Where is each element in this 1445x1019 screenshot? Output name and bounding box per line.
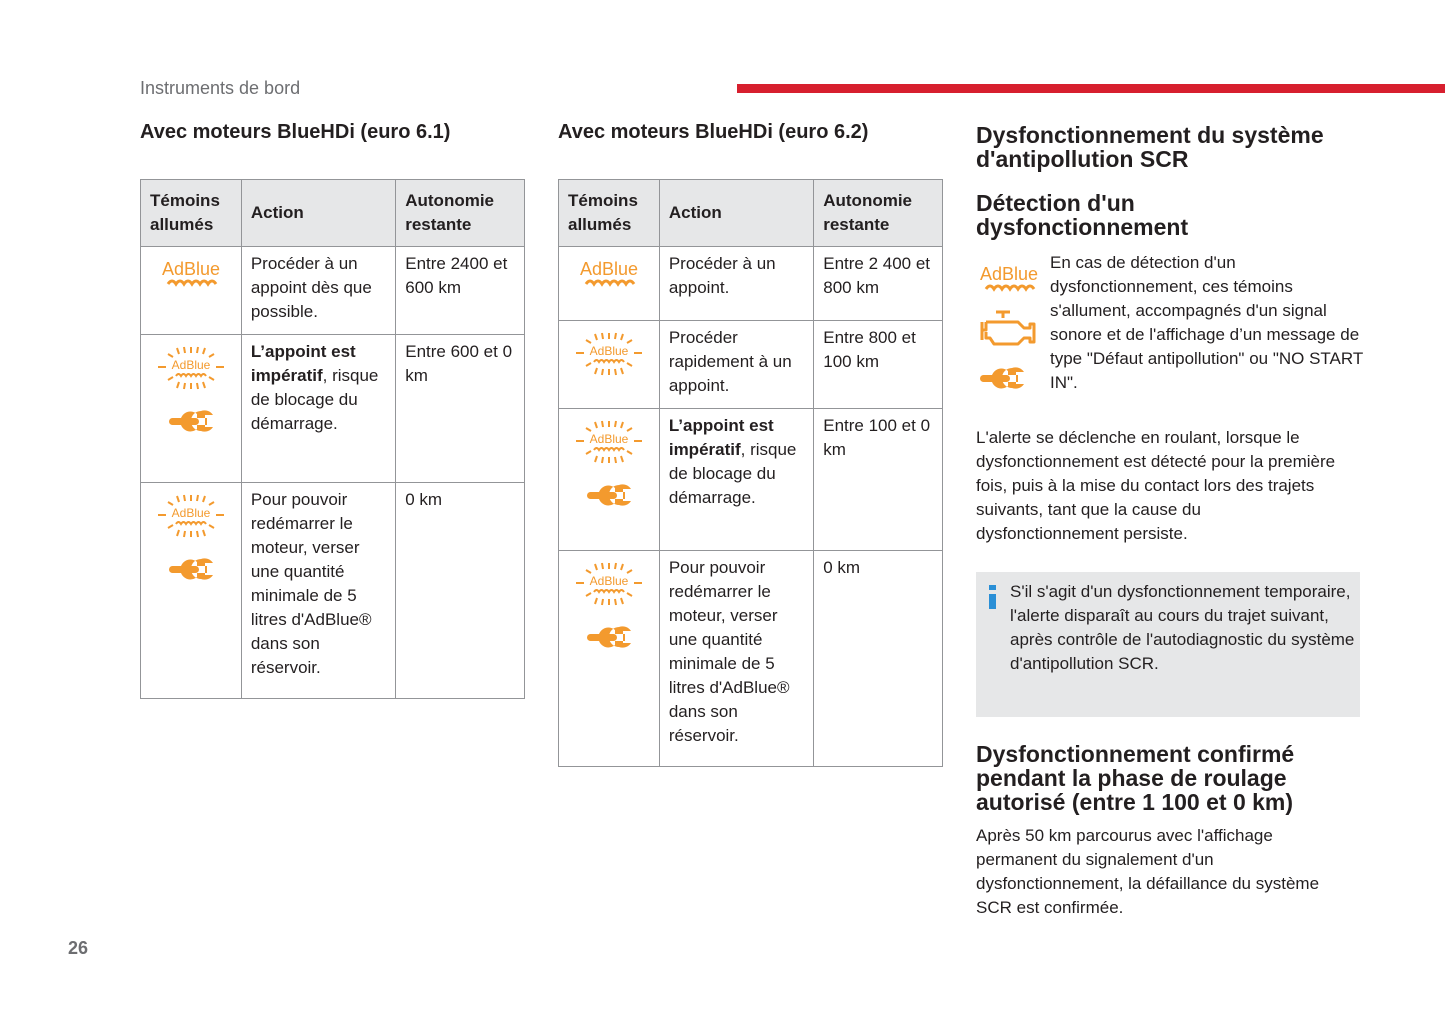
detection-icons: AdBlue <box>978 262 1044 412</box>
range-cell: 0 km <box>395 482 525 699</box>
wrench-icon <box>141 409 241 433</box>
table-row: AdBlue Procéder à un appoint. Entre 2 400 … <box>558 246 943 321</box>
action-text: Pour pouvoir redémarrer le moteur, verse… <box>668 558 790 745</box>
svg-text:AdBlue: AdBlue <box>980 264 1038 284</box>
column-header: Action <box>658 179 815 247</box>
table-row: AdBlue Procéder rapidement à un appoint. E… <box>558 320 943 409</box>
range-cell: Entre 2 400 et 800 km <box>813 246 943 321</box>
page-number: 26 <box>68 938 89 958</box>
action-cell: Procéder rapidement à un appoint. <box>658 320 815 409</box>
action-cell: L’appoint est impératif, risque de bloca… <box>658 408 815 551</box>
table-row: AdBlue Pour pouvoir redémarrer le moteur,… <box>140 482 525 699</box>
confirmed-text: Après 50 km parcourus avec l'affichage p… <box>976 826 1320 917</box>
table1-title: Avec moteurs BlueHDi (euro 6.1) <box>140 121 451 143</box>
table-row: AdBlue Procéder à un appoint dès que poss… <box>140 246 525 335</box>
svg-text:AdBlue: AdBlue <box>590 432 629 446</box>
section-title: Instruments de bord <box>140 78 301 98</box>
warning-lights-cell: AdBlue <box>558 246 660 321</box>
action-cell: L’appoint est impératif, risque de bloca… <box>240 334 397 483</box>
column-header: Témoins allumés <box>140 179 242 247</box>
adblue-flashing-icon: AdBlue <box>559 561 659 607</box>
svg-text:AdBlue: AdBlue <box>590 574 629 588</box>
warning-lights-cell: AdBlue <box>558 550 660 767</box>
range-cell: Entre 100 et 0 km <box>813 408 943 551</box>
warning-lights-cell: AdBlue <box>140 334 242 483</box>
table-euro62: Témoins allumés Action Autonomie restante A… <box>558 179 943 767</box>
wrench-icon <box>141 557 241 581</box>
range-cell: 0 km <box>813 550 943 767</box>
table-header-row: Témoins allumés Action Autonomie restante <box>140 179 525 247</box>
info-text: S'il s'agit d'un dysfonctionnement tempo… <box>1010 582 1355 673</box>
range-cell: Entre 600 et 0 km <box>395 334 525 483</box>
table2-title: Avec moteurs BlueHDi (euro 6.2) <box>558 121 869 143</box>
range-cell: Entre 800 et 100 km <box>813 320 943 409</box>
svg-text:AdBlue: AdBlue <box>580 259 638 279</box>
wrench-icon <box>559 625 659 649</box>
adblue-icon: AdBlue <box>141 257 241 291</box>
adblue-flashing-icon: AdBlue <box>141 493 241 539</box>
wrench-icon <box>978 366 1044 412</box>
action-emphasis: L’appoint est impératif <box>668 416 774 459</box>
svg-text:AdBlue: AdBlue <box>172 506 211 520</box>
table-row: AdBlue L’appoint est impératif, risque de… <box>558 408 943 551</box>
adblue-flashing-icon: AdBlue <box>559 419 659 465</box>
confirmed-title: Dysfonctionnement confirmé pendant la ph… <box>976 741 1295 815</box>
action-cell: Procéder à un appoint dès que possible. <box>240 246 397 335</box>
table-row: AdBlue L’appoint est impératif, risque de… <box>140 334 525 483</box>
warning-lights-cell: AdBlue <box>140 246 242 335</box>
adblue-flashing-icon: AdBlue <box>141 345 241 391</box>
action-text: Procéder à un appoint. <box>668 254 776 297</box>
action-text: Procéder rapidement à un appoint. <box>668 328 792 395</box>
svg-text:AdBlue: AdBlue <box>162 259 220 279</box>
svg-text:AdBlue: AdBlue <box>590 344 629 358</box>
alert-text: L'alerte se déclenche en roulant, lorsqu… <box>976 428 1336 543</box>
adblue-flashing-icon: AdBlue <box>559 331 659 377</box>
warning-lights-cell: AdBlue <box>558 320 660 409</box>
warning-lights-cell: AdBlue <box>140 482 242 699</box>
range-cell: Entre 2400 et 600 km <box>395 246 525 335</box>
action-text: , risque de blocage du démarrage. <box>250 366 379 433</box>
adblue-icon: AdBlue <box>559 257 659 291</box>
scr-title: Dysfonctionnement du système d'antipollu… <box>976 122 1324 172</box>
column-header: Autonomie restante <box>813 179 943 247</box>
action-text: Procéder à un appoint dès que possible. <box>250 254 372 321</box>
detection-title: Détection d'un dysfonctionnement <box>976 190 1189 240</box>
column-header: Autonomie restante <box>395 179 525 247</box>
detection-text: En cas de détection d'un dysfonctionneme… <box>1050 253 1363 392</box>
action-cell: Procéder à un appoint. <box>658 246 815 321</box>
wrench-icon <box>559 483 659 507</box>
table-euro61: Témoins allumés Action Autonomie restante A… <box>140 179 525 699</box>
svg-text:AdBlue: AdBlue <box>172 358 211 372</box>
info-icon <box>989 585 996 609</box>
accent-bar <box>737 84 1445 93</box>
action-text: Pour pouvoir redémarrer le moteur, verse… <box>250 490 372 677</box>
action-emphasis: L’appoint est impératif <box>250 342 356 385</box>
warning-lights-cell: AdBlue <box>558 408 660 551</box>
action-cell: Pour pouvoir redémarrer le moteur, verse… <box>240 482 397 699</box>
info-box: S'il s'agit d'un dysfonctionnement tempo… <box>976 572 1360 717</box>
engine-icon <box>978 308 1044 366</box>
adblue-icon: AdBlue <box>978 262 1044 308</box>
column-header: Témoins allumés <box>558 179 660 247</box>
table-row: AdBlue Pour pouvoir redémarrer le moteur,… <box>558 550 943 767</box>
table-header-row: Témoins allumés Action Autonomie restante <box>558 179 943 247</box>
column-header: Action <box>240 179 397 247</box>
action-cell: Pour pouvoir redémarrer le moteur, verse… <box>658 550 815 767</box>
action-text: , risque de blocage du démarrage. <box>668 440 797 507</box>
